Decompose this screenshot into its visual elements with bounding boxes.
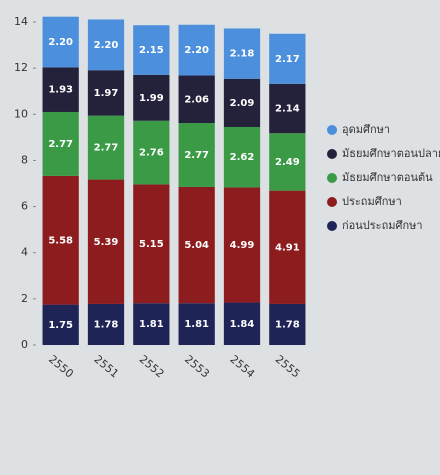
- bar-segment: [42, 111, 79, 176]
- value-label: 2.18: [230, 49, 255, 60]
- bar-segment: [223, 126, 261, 188]
- value-label: 2.20: [184, 45, 209, 56]
- legend-label: อุดมศึกษา: [342, 123, 390, 136]
- value-label: 2.49: [275, 157, 300, 168]
- y-tick-label: 2: [21, 292, 28, 305]
- bar-segment: [42, 304, 79, 345]
- legend-swatch: [327, 125, 337, 135]
- bar-segment: [133, 303, 170, 345]
- y-tick-label: 14: [14, 15, 28, 28]
- y-tick-label: 12: [14, 61, 28, 74]
- legend-swatch: [327, 149, 337, 159]
- bar-segment: [42, 16, 79, 68]
- value-label: 5.39: [94, 237, 119, 248]
- bar-segment: [269, 33, 306, 84]
- y-tick-label: 10: [14, 107, 28, 120]
- value-label: 5.15: [139, 239, 164, 250]
- legend-label: ก่อนประถมศึกษา: [342, 219, 423, 232]
- bar-segment: [223, 28, 261, 79]
- value-label: 2.14: [275, 104, 300, 115]
- y-tick-label: 8: [21, 153, 28, 166]
- legend-label: มัธยมศึกษาตอนปลาย: [342, 147, 440, 160]
- value-label: 1.97: [94, 88, 119, 99]
- value-label: 1.75: [48, 320, 73, 331]
- bar-segment: [223, 78, 261, 127]
- bar-segment: [133, 74, 170, 121]
- value-label: 4.91: [275, 242, 300, 253]
- bar-segment: [178, 24, 215, 76]
- bar-segment: [178, 123, 215, 187]
- value-label: 2.20: [94, 40, 119, 51]
- bar-segment: [269, 83, 306, 134]
- legend-label: มัธยมศึกษาตอนต้น: [342, 171, 433, 184]
- value-label: 1.93: [48, 85, 73, 96]
- value-label: 1.81: [139, 319, 164, 330]
- value-label: 5.04: [184, 240, 209, 251]
- bar-segment: [87, 303, 125, 345]
- value-label: 1.99: [139, 93, 164, 104]
- value-label: 2.15: [139, 45, 164, 56]
- bar-segment: [87, 115, 125, 180]
- bar-segment: [87, 70, 125, 116]
- bar-segment: [178, 186, 215, 304]
- bar-segment: [133, 25, 170, 75]
- value-label: 1.84: [230, 319, 255, 330]
- bar-segment: [269, 190, 306, 304]
- bar-segment: [87, 179, 125, 304]
- value-label: 2.09: [230, 98, 255, 109]
- legend-swatch: [327, 173, 337, 183]
- bar-segment: [178, 303, 215, 345]
- bar-segment: [133, 184, 170, 304]
- value-label: 2.77: [184, 150, 209, 161]
- value-label: 1.81: [184, 319, 209, 330]
- value-label: 1.78: [275, 319, 300, 330]
- value-label: 2.06: [184, 94, 209, 105]
- bar-segment: [133, 120, 170, 185]
- bar-segment: [269, 303, 306, 345]
- y-tick-label: 4: [21, 246, 28, 259]
- value-label: 2.62: [230, 152, 255, 163]
- bar-segment: [178, 75, 215, 124]
- value-label: 2.77: [94, 143, 119, 154]
- bar-segment: [269, 133, 306, 191]
- value-label: 1.78: [94, 319, 119, 330]
- value-label: 2.20: [48, 37, 73, 48]
- value-label: 2.76: [139, 148, 164, 159]
- legend-swatch: [327, 221, 337, 231]
- value-label: 4.99: [230, 240, 255, 251]
- bar-segment: [42, 67, 79, 112]
- value-label: 2.77: [48, 139, 73, 150]
- bar-segment: [223, 302, 261, 345]
- bar-segment: [42, 175, 79, 305]
- value-label: 2.17: [275, 54, 300, 65]
- y-tick-label: 0: [21, 338, 28, 351]
- value-label: 5.58: [48, 235, 73, 246]
- legend-swatch: [327, 197, 337, 207]
- bar-segment: [87, 19, 125, 71]
- bar-segment: [223, 187, 261, 303]
- y-tick-label: 6: [21, 200, 28, 213]
- legend-label: ประถมศึกษา: [342, 195, 402, 208]
